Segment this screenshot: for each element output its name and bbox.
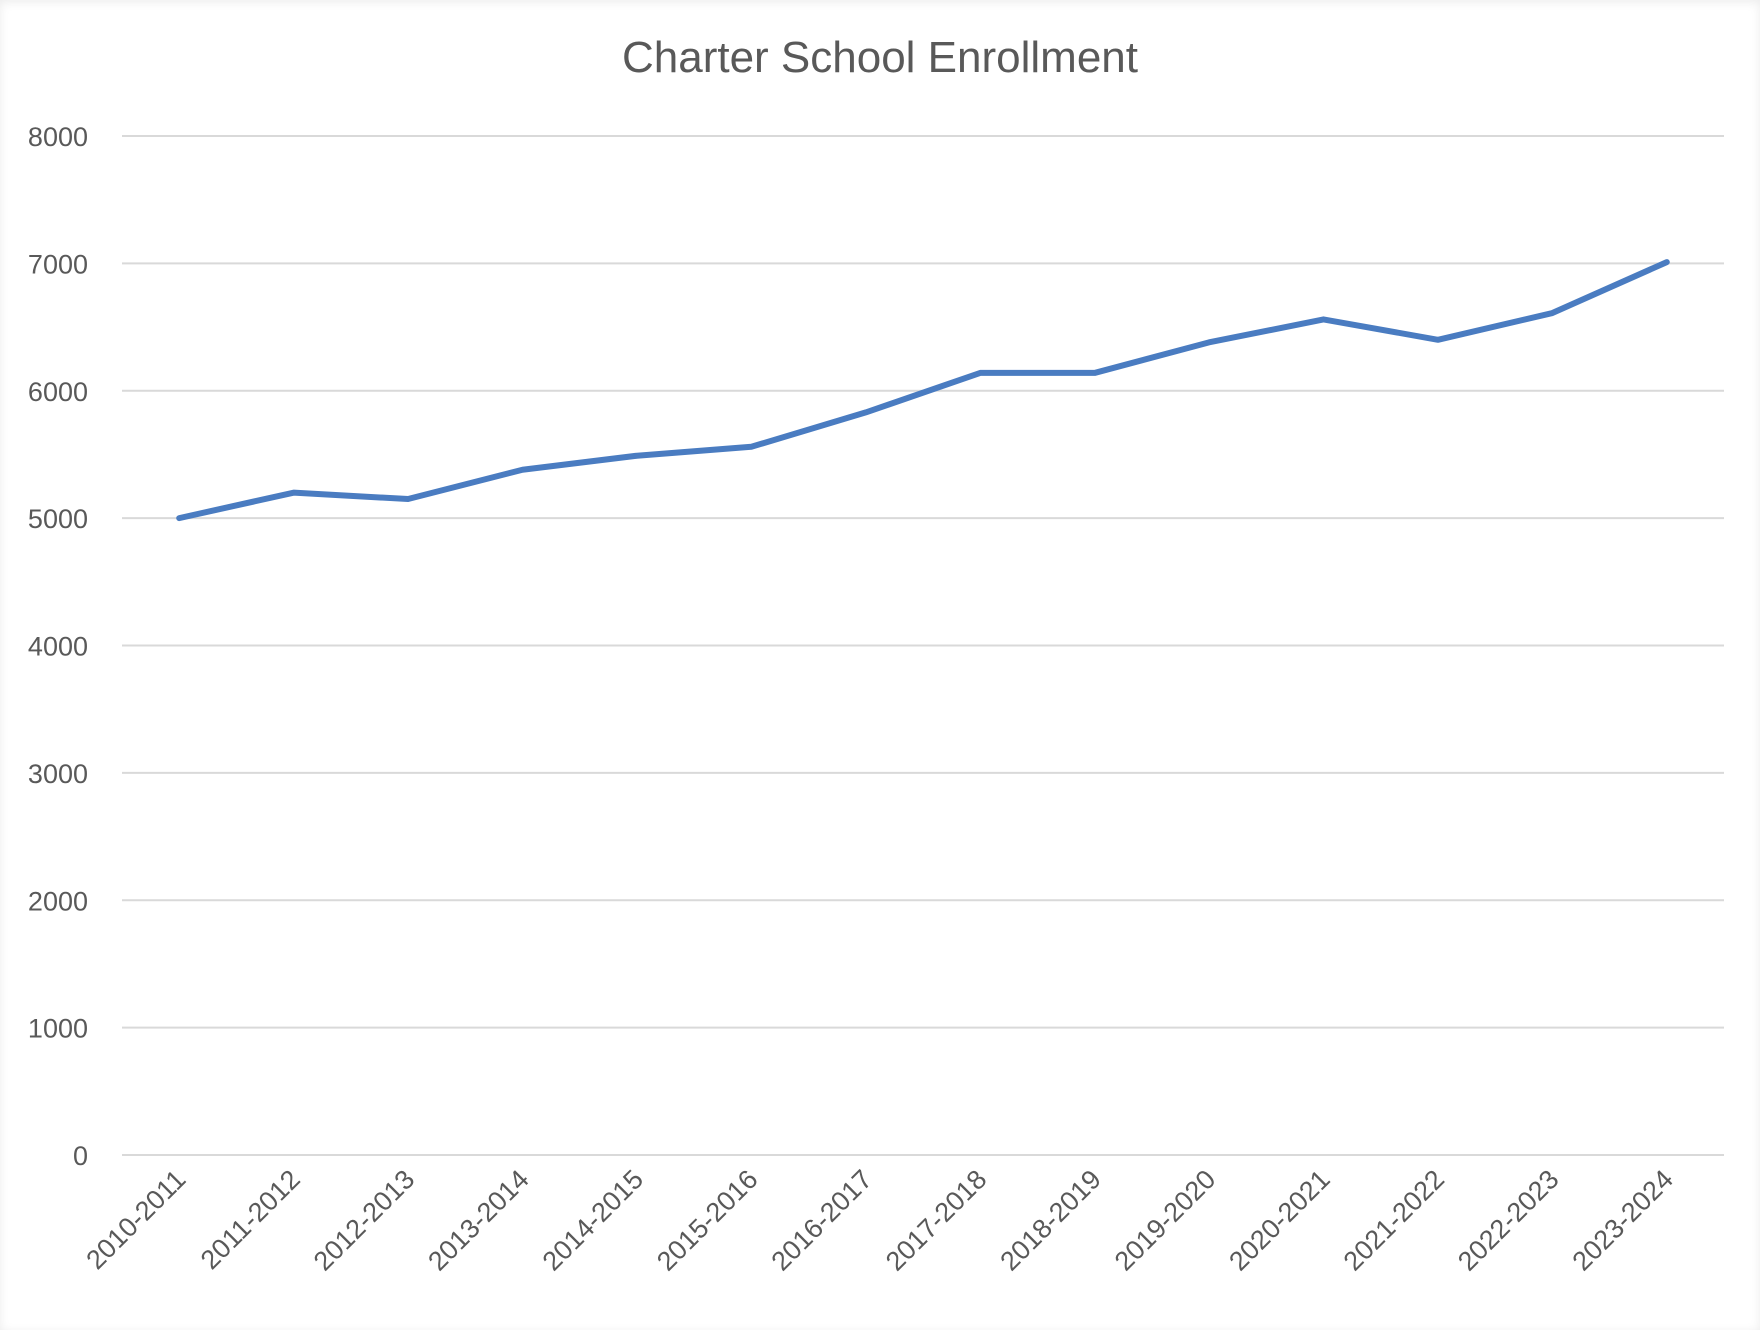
y-tick-label: 8000 xyxy=(28,122,88,152)
x-tick-label: 2014-2015 xyxy=(537,1164,650,1277)
x-tick-label: 2013-2014 xyxy=(422,1164,535,1277)
y-tick-label: 3000 xyxy=(28,759,88,789)
y-axis-tick-labels: 0 1000 2000 3000 4000 5000 6000 7000 8000 xyxy=(28,122,88,1171)
x-axis-tick-labels: 2010-2011 2011-2012 2012-2013 2013-2014 2014… xyxy=(80,1164,1679,1277)
chart-title: Charter School Enrollment xyxy=(622,33,1138,82)
y-tick-label: 6000 xyxy=(28,377,88,407)
x-tick-label: 2016-2017 xyxy=(766,1164,879,1277)
x-tick-label: 2017-2018 xyxy=(880,1164,993,1277)
series-line xyxy=(176,259,1670,522)
y-tick-label: 2000 xyxy=(28,886,88,916)
x-tick-label: 2021-2022 xyxy=(1338,1164,1451,1277)
x-tick-label: 2011-2012 xyxy=(195,1164,306,1275)
y-tick-label: 5000 xyxy=(28,504,88,534)
y-tick-label: 1000 xyxy=(28,1014,88,1044)
x-tick-label: 2012-2013 xyxy=(308,1164,421,1277)
y-tick-label: 0 xyxy=(73,1141,88,1171)
y-tick-label: 4000 xyxy=(28,632,88,662)
series-lines xyxy=(176,259,1670,522)
gridlines xyxy=(122,135,1724,1156)
x-tick-label: 2010-2011 xyxy=(80,1164,191,1275)
y-tick-label: 7000 xyxy=(28,249,88,279)
x-tick-label: 2022-2023 xyxy=(1452,1164,1565,1277)
x-tick-label: 2023-2024 xyxy=(1567,1164,1680,1277)
x-tick-label: 2020-2021 xyxy=(1223,1164,1336,1277)
x-tick-label: 2015-2016 xyxy=(651,1164,764,1277)
x-tick-label: 2018-2019 xyxy=(994,1164,1107,1277)
x-tick-label: 2019-2020 xyxy=(1109,1164,1222,1277)
